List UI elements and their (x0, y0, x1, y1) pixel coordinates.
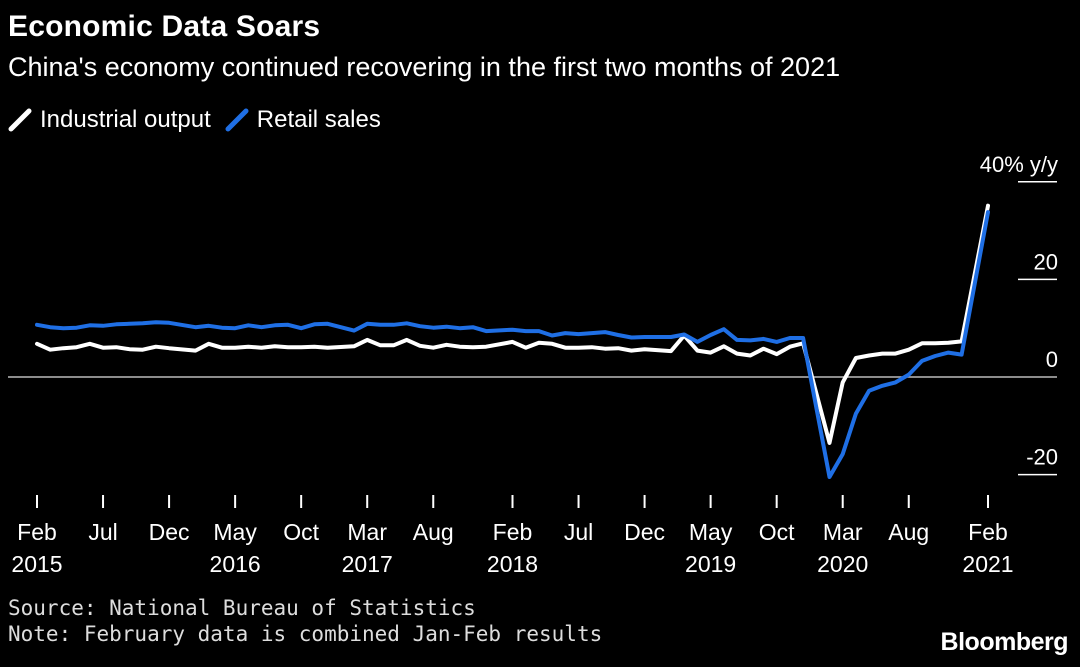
x-tick-label: Dec (624, 519, 665, 545)
legend-item-retail-sales: Retail sales (225, 106, 381, 134)
legend-swatch-industrial-output (8, 108, 32, 132)
x-tick-label: Aug (413, 519, 454, 545)
x-tick-label: Feb (17, 519, 57, 545)
y-axis: 40% y/y 20 0 -20 (8, 152, 1058, 476)
x-tick-label: Mar (823, 519, 863, 545)
x-tick-label: Jul (88, 519, 117, 545)
x-tick-label: Jul (564, 519, 593, 545)
x-tick-year: 2015 (11, 551, 62, 577)
x-tick-year: 2016 (210, 551, 261, 577)
x-tick-label: Oct (283, 519, 319, 545)
x-tick-year: 2021 (962, 551, 1013, 577)
footnote: Note: February data is combined Jan-Feb … (8, 622, 603, 646)
x-tick-year: 2017 (342, 551, 393, 577)
series-line-retail-sales (35, 210, 990, 479)
legend-item-industrial-output: Industrial output (8, 106, 211, 134)
x-tick-label: May (213, 519, 257, 545)
legend-label-retail-sales: Retail sales (256, 106, 381, 133)
y-tick-label: -20 (1026, 445, 1058, 470)
source-note: Source: National Bureau of Statistics (8, 596, 476, 620)
x-tick-label: Aug (888, 519, 929, 545)
x-tick-label: Feb (493, 519, 533, 545)
series-lines (35, 203, 990, 479)
x-tick-label: Dec (149, 519, 190, 545)
x-tick-year: 2020 (817, 551, 868, 577)
legend-swatch-retail-sales (225, 108, 249, 132)
legend: Industrial output Retail sales (8, 106, 387, 134)
x-tick-year: 2018 (487, 551, 538, 577)
chart-title: Economic Data Soars (8, 10, 321, 43)
chart-subtitle: China's economy continued recovering in … (8, 52, 841, 82)
x-tick-label: Feb (968, 519, 1008, 545)
bloomberg-logo: Bloomberg (940, 628, 1069, 656)
x-axis: Feb 2015 Jul Dec May 2016 Oct Mar 2017 Aug Feb 2018… (11, 495, 1014, 577)
y-tick-label: 20 (1034, 249, 1058, 274)
legend-label-industrial-output: Industrial output (40, 106, 211, 133)
x-tick-label: Mar (347, 519, 387, 545)
series-line-industrial-output (35, 203, 990, 445)
x-tick-label: Oct (759, 519, 795, 545)
x-tick-label: May (689, 519, 733, 545)
x-tick-year: 2019 (685, 551, 736, 577)
y-tick-label: 40% y/y (980, 152, 1058, 177)
y-tick-label: 0 (1046, 347, 1058, 372)
